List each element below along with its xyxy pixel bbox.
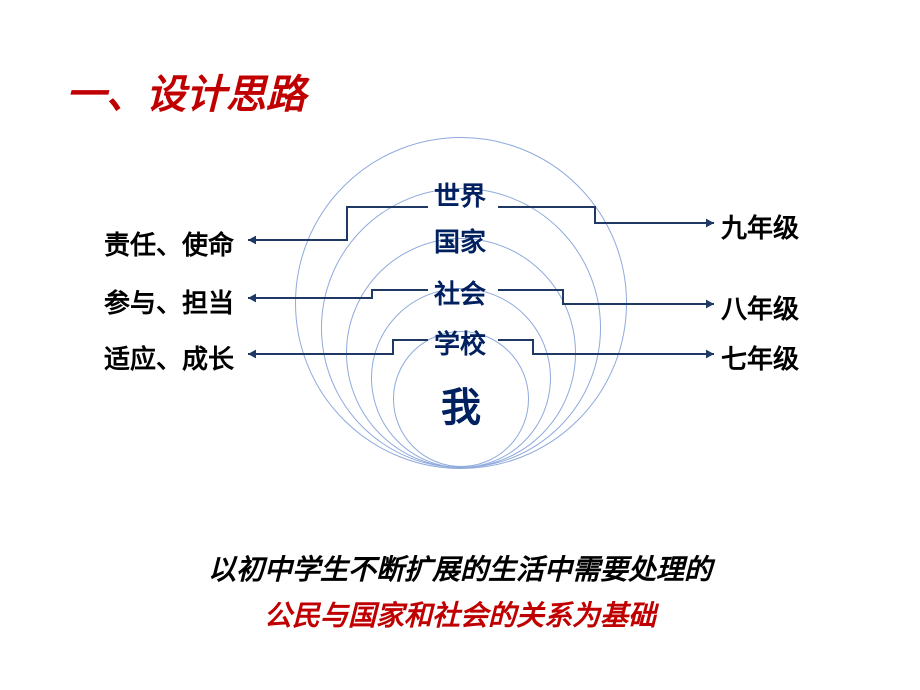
- footer-line1: 以初中学生不断扩展的生活中需要处理的: [0, 548, 920, 588]
- left-label: 适应、成长: [104, 339, 234, 376]
- circle-label: 我: [441, 375, 481, 433]
- right-label: 九年级: [721, 208, 799, 245]
- right-label: 七年级: [721, 339, 799, 376]
- left-label: 参与、担当: [104, 283, 234, 320]
- right-label: 八年级: [721, 289, 799, 326]
- circle-label: 世界: [434, 176, 486, 213]
- circle-label: 国家: [434, 222, 486, 259]
- footer-line2: 公民与国家和社会的关系为基础: [0, 594, 920, 634]
- circle-label: 社会: [434, 274, 486, 311]
- left-label: 责任、使命: [104, 225, 234, 262]
- circle-label: 学校: [434, 324, 486, 361]
